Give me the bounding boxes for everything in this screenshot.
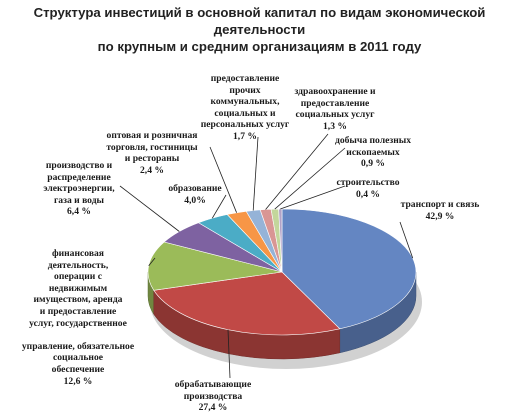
slice-label-финансовая: финансовая деятельность, операции с недв… bbox=[21, 248, 135, 387]
leader-line-оптовая-и-розничная bbox=[209, 146, 237, 213]
slice-label-обрабатывающие: обрабатывающие производства 27,4 % bbox=[174, 379, 252, 414]
slice-label-строительство: строительство 0,4 % bbox=[336, 177, 400, 200]
slice-label-добыча-полезных: добыча полезных ископаемых 0,9 % bbox=[334, 135, 412, 170]
leader-line-финансовая bbox=[148, 257, 156, 266]
pie-slice-обрабатывающие bbox=[153, 271, 341, 336]
leader-line-обрабатывающие bbox=[227, 329, 231, 379]
slice-label-предоставление: предоставление прочих коммунальных, соци… bbox=[200, 73, 290, 142]
slice-label-производство-и: производство и распределение электроэнер… bbox=[43, 160, 115, 218]
leader-line-здравоохранение-и bbox=[265, 133, 329, 210]
slice-label-оптовая-и-розничная: оптовая и розничная торговля, гостиницы … bbox=[106, 130, 198, 176]
leader-line-образование bbox=[211, 194, 227, 219]
leader-line-добыча-полезных bbox=[274, 147, 346, 210]
leader-line-строительство bbox=[280, 185, 346, 210]
leader-line-предоставление bbox=[252, 136, 259, 211]
chart-title: Структура инвестиций в основной капитал … bbox=[33, 5, 486, 54]
leader-line-производство-и bbox=[119, 185, 180, 232]
slice-label-образование: образование 4,0% bbox=[168, 183, 222, 206]
leader-line-транспорт-и-связь bbox=[399, 221, 414, 259]
slice-label-транспорт-и-связь: транспорт и связь 42,9 % bbox=[400, 199, 480, 222]
slice-label-здравоохранение-и: здравоохранение и предоставление социаль… bbox=[294, 86, 376, 132]
